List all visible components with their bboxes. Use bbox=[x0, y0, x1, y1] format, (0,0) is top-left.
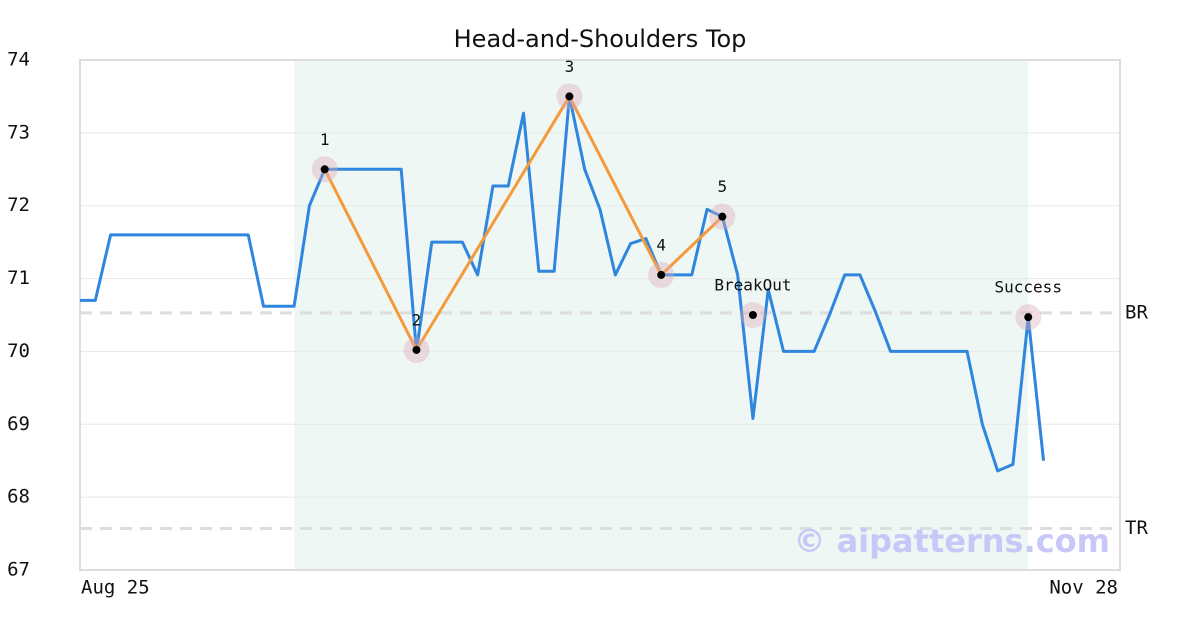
chart-title: Head-and-Shoulders Top bbox=[454, 25, 747, 53]
y-tick-label: 70 bbox=[7, 340, 30, 362]
point-label: 1 bbox=[320, 130, 330, 149]
point-dot bbox=[657, 270, 666, 279]
y-tick-label: 67 bbox=[7, 559, 30, 581]
point-dot bbox=[412, 345, 421, 354]
x-tick-label: Nov 28 bbox=[1049, 577, 1118, 599]
x-tick-label: Aug 25 bbox=[81, 577, 150, 599]
point-dot bbox=[565, 92, 574, 101]
watermark: © aipatterns.com bbox=[793, 522, 1110, 560]
point-dot bbox=[748, 311, 757, 319]
point-dot bbox=[718, 212, 727, 221]
point-label: BreakOut bbox=[714, 276, 791, 295]
level-label: BR bbox=[1125, 301, 1148, 323]
level-label: TR bbox=[1125, 517, 1148, 539]
point-label: 4 bbox=[656, 235, 666, 254]
y-tick-label: 71 bbox=[7, 267, 30, 289]
point-dot bbox=[320, 165, 329, 174]
point-label: 3 bbox=[565, 57, 575, 76]
point-label: 2 bbox=[412, 310, 422, 329]
point-label: 5 bbox=[718, 177, 728, 196]
pattern-region bbox=[294, 60, 1029, 570]
price-line bbox=[80, 94, 1046, 473]
y-tick-label: 72 bbox=[7, 194, 30, 216]
y-tick-label: 68 bbox=[7, 486, 30, 508]
plot-frame bbox=[79, 59, 1121, 571]
y-tick-label: 74 bbox=[7, 49, 30, 71]
y-tick-label: 69 bbox=[7, 413, 30, 435]
point-label: Success bbox=[995, 278, 1062, 297]
point-dot bbox=[1024, 313, 1033, 322]
y-tick-label: 73 bbox=[7, 121, 30, 143]
